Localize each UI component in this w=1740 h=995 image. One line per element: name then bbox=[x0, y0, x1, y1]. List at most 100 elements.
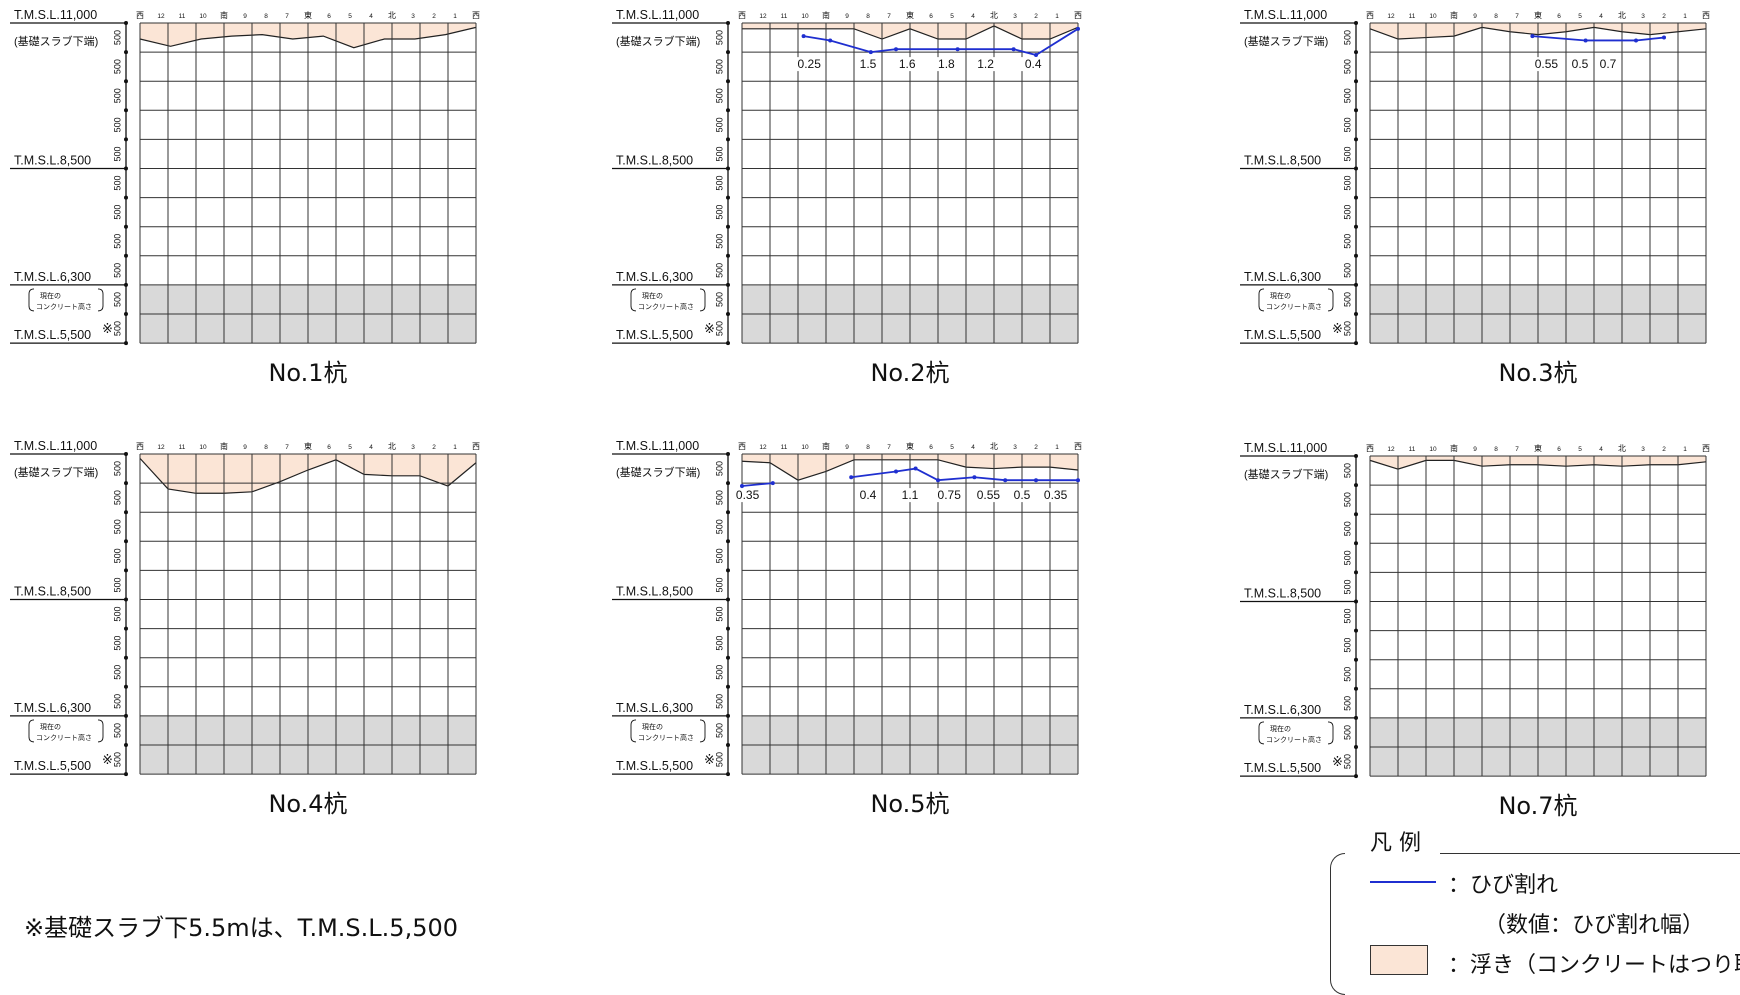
segment-label: 500 bbox=[112, 490, 122, 505]
pile-panel: 500 500 500 500 500 500 500 500 500 500 500 T.M.S.L… bbox=[1240, 5, 1740, 405]
segment-label: 500 bbox=[1342, 638, 1352, 653]
segment-label: 500 bbox=[714, 88, 724, 103]
segment-label: 500 bbox=[112, 292, 122, 307]
scale-tick bbox=[1354, 483, 1358, 488]
crack-label-bg bbox=[937, 488, 962, 503]
scale-tick bbox=[726, 568, 730, 573]
column-label: 12 bbox=[759, 13, 767, 20]
column-label: 4 bbox=[1599, 13, 1603, 20]
elevation-top-sub: (基礎スラブ下端) bbox=[1244, 467, 1328, 481]
crack-point bbox=[849, 475, 854, 480]
scale-tick bbox=[1354, 541, 1358, 546]
elevation-top-sub: (基礎スラブ下端) bbox=[14, 465, 98, 479]
column-label: 7 bbox=[285, 444, 289, 451]
segment-label: 500 bbox=[714, 59, 724, 74]
scale-tick bbox=[726, 743, 730, 747]
crack-width-label: 0.55 bbox=[977, 488, 1001, 502]
elevation-bottom-mark: ※ bbox=[102, 752, 113, 767]
column-label: 西 bbox=[1074, 11, 1082, 20]
legend-brace bbox=[1330, 853, 1345, 995]
segment-label: 500 bbox=[714, 607, 724, 622]
column-label: 5 bbox=[1578, 446, 1582, 453]
concrete-note-1: 現在の bbox=[642, 291, 663, 300]
segment-label: 500 bbox=[112, 117, 122, 132]
elevation-low-label: T.M.S.L.6,300 bbox=[616, 270, 693, 284]
crack-point bbox=[740, 484, 744, 489]
crack-line bbox=[741, 482, 773, 487]
elevation-top-label: T.M.S.L.11,000 bbox=[1244, 441, 1327, 455]
column-label: 6 bbox=[1557, 446, 1561, 453]
elevation-low-label: T.M.S.L.6,300 bbox=[1244, 703, 1321, 717]
scale-tick bbox=[124, 539, 128, 544]
segment-label: 500 bbox=[714, 176, 724, 191]
column-label: 10 bbox=[1429, 13, 1437, 20]
concrete-note-2: コンクリート高さ bbox=[1266, 302, 1322, 311]
concrete-note-1: 現在の bbox=[40, 291, 61, 300]
column-label: 6 bbox=[327, 444, 331, 451]
scale-tick bbox=[1354, 570, 1358, 575]
column-label: 2 bbox=[1662, 13, 1666, 20]
elevation-mid-label: T.M.S.L.8,500 bbox=[1244, 587, 1321, 601]
column-label: 南 bbox=[220, 441, 228, 451]
scale-tick bbox=[124, 626, 128, 631]
scale-tick bbox=[726, 312, 730, 316]
crack-label-bg bbox=[1534, 57, 1559, 72]
crack-point bbox=[1530, 34, 1535, 39]
pile-title: No.7杭 bbox=[1498, 792, 1578, 821]
scale-tick bbox=[1354, 312, 1358, 316]
column-label: 11 bbox=[781, 13, 788, 20]
segment-label: 500 bbox=[1342, 321, 1352, 336]
crack-point bbox=[828, 38, 833, 43]
column-label: 10 bbox=[801, 13, 809, 20]
segment-label: 500 bbox=[714, 723, 724, 738]
column-label: 2 bbox=[1034, 444, 1038, 451]
elevation-top-label: T.M.S.L.11,000 bbox=[616, 439, 699, 453]
crack-width-label: 1.1 bbox=[902, 488, 919, 502]
segment-label: 500 bbox=[1342, 176, 1352, 191]
elevation-bottom-mark: ※ bbox=[704, 321, 715, 336]
segment-label: 500 bbox=[112, 176, 122, 191]
elevation-low-label: T.M.S.L.6,300 bbox=[616, 701, 693, 715]
elevation-top-sub: (基礎スラブ下端) bbox=[616, 465, 700, 479]
crack-width-label: 0.7 bbox=[1600, 57, 1617, 71]
scale-tick bbox=[124, 137, 128, 142]
footnote: ※基礎スラブ下5.5mは、T.M.S.L.5,500 bbox=[24, 914, 459, 942]
crack-width-label: 0.25 bbox=[798, 57, 822, 71]
elevation-bottom-label: T.M.S.L.5,500 bbox=[14, 759, 91, 773]
segment-label: 500 bbox=[1342, 463, 1352, 478]
legend-crack-label: ：ひび割れ bbox=[1448, 873, 1559, 898]
scale-tick bbox=[124, 253, 128, 258]
column-label: 12 bbox=[1387, 13, 1395, 20]
pile-title: No.4杭 bbox=[268, 790, 348, 819]
segment-label: 500 bbox=[1342, 205, 1352, 220]
pile-title: No.5杭 bbox=[870, 790, 950, 819]
crack-point bbox=[1583, 38, 1588, 43]
column-label: 1 bbox=[453, 13, 457, 20]
segment-label: 500 bbox=[1342, 59, 1352, 74]
column-label: 10 bbox=[1429, 446, 1437, 453]
segment-label: 500 bbox=[112, 519, 122, 534]
segment-label: 500 bbox=[714, 321, 724, 336]
column-label: 1 bbox=[1055, 444, 1059, 451]
crack-label-bg bbox=[856, 488, 880, 503]
segment-label: 500 bbox=[112, 752, 122, 767]
segment-label: 500 bbox=[714, 205, 724, 220]
crack-point bbox=[955, 47, 960, 52]
crack-point bbox=[1076, 478, 1080, 483]
segment-label: 500 bbox=[1342, 550, 1352, 565]
crack-point bbox=[770, 481, 775, 486]
crack-point bbox=[1011, 47, 1016, 52]
crack-point bbox=[868, 50, 873, 55]
concrete-note-1: 現在の bbox=[642, 722, 663, 731]
segment-label: 500 bbox=[112, 205, 122, 220]
column-label: 2 bbox=[432, 13, 436, 20]
pile-panel: 500 500 500 500 500 500 500 500 500 500 500 T.M.S.L… bbox=[612, 5, 1112, 405]
crack-label-bg bbox=[934, 57, 959, 72]
legend-crack-line bbox=[1370, 881, 1436, 883]
segment-label: 500 bbox=[714, 234, 724, 249]
crack-line bbox=[1532, 35, 1665, 42]
segment-label: 500 bbox=[112, 461, 122, 476]
concrete-note-bracket bbox=[630, 288, 706, 312]
segment-label: 500 bbox=[714, 577, 724, 592]
concrete-note-1: 現在の bbox=[1270, 291, 1291, 300]
